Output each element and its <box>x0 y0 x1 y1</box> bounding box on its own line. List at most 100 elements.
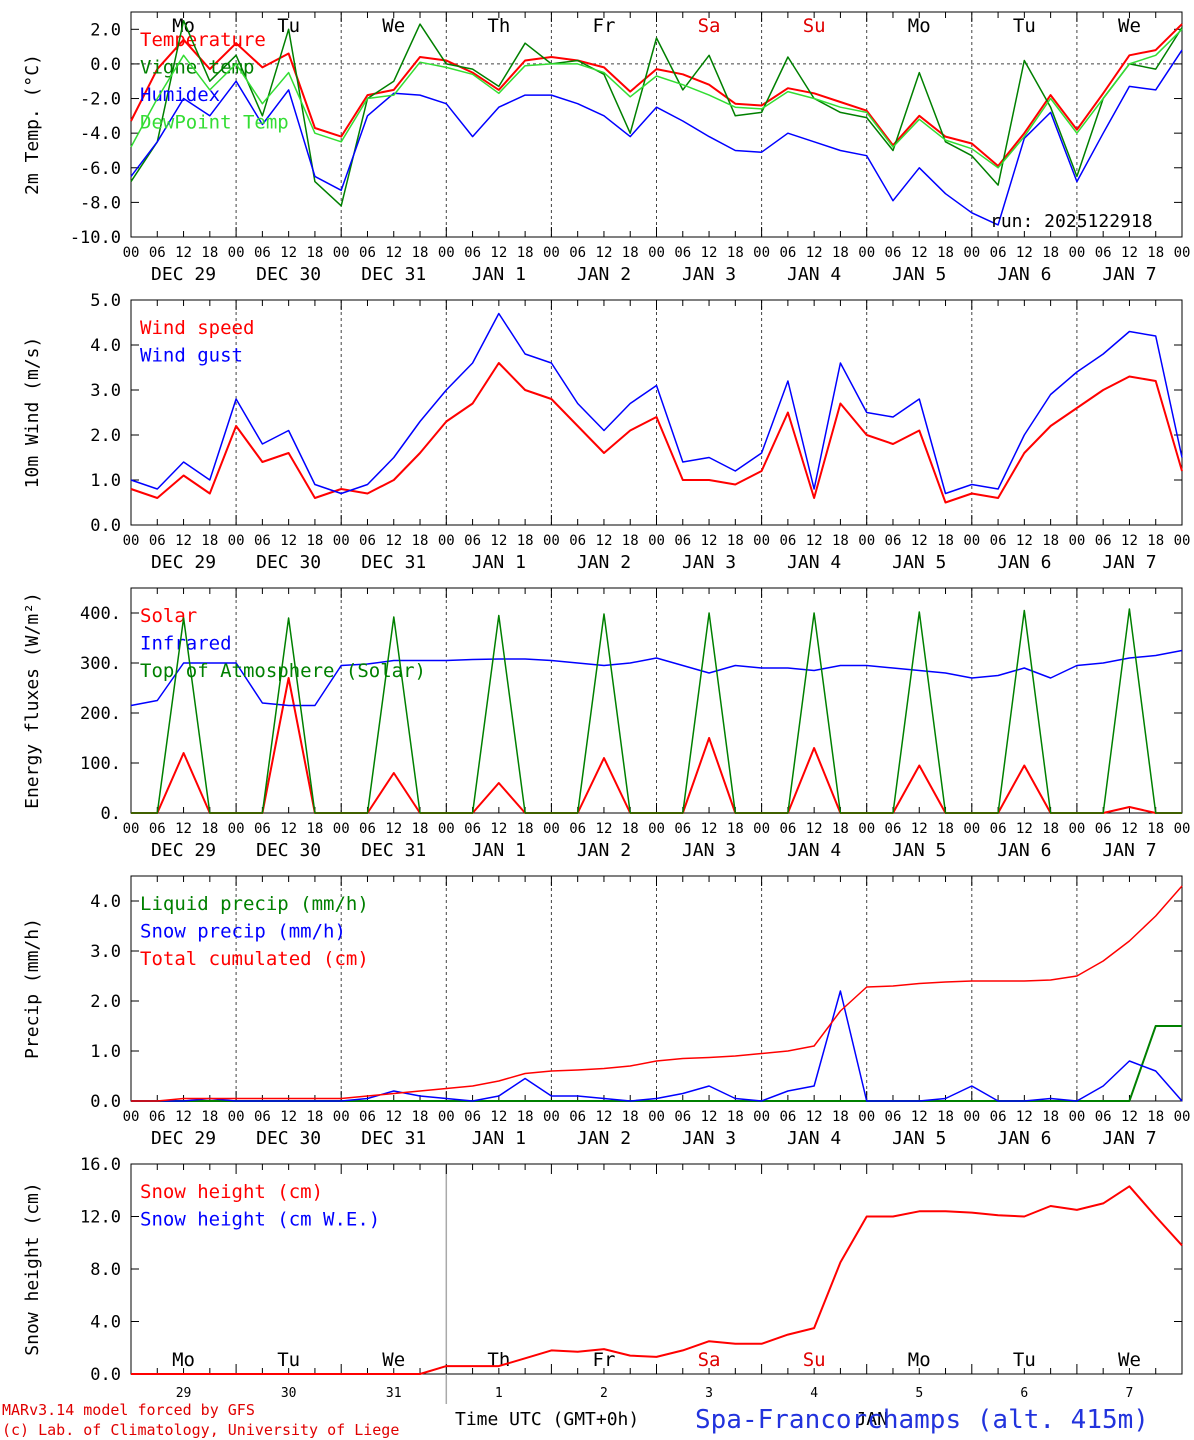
x-hour-label: 12 <box>175 1109 192 1125</box>
x-hour-label: 12 <box>701 245 718 261</box>
legend-entry: Snow height (cm W.E.) <box>140 1209 380 1231</box>
x-hour-label: 12 <box>701 533 718 549</box>
y-axis-label: Energy fluxes (W/m²) <box>22 592 43 809</box>
x-hour-label: 06 <box>779 1109 796 1125</box>
x-hour-label: 06 <box>674 533 691 549</box>
x-hour-label: 00 <box>123 245 140 261</box>
x-hour-label: 12 <box>596 533 613 549</box>
weekday-label: Su <box>803 1349 826 1371</box>
y-tick-label: 300. <box>80 654 121 674</box>
weekday-label: We <box>382 15 405 37</box>
x-hour-label: 18 <box>412 245 429 261</box>
x-hour-label: 18 <box>727 245 744 261</box>
x-hour-label: 00 <box>543 821 560 837</box>
weekday-label: We <box>382 1349 405 1371</box>
panel-3: 400. 300. 200. 100. 0. Energy fluxes (W/m²) 00… <box>22 587 1190 861</box>
x-hour-label: 12 <box>911 533 928 549</box>
panel-4: 4.0 3.0 2.0 1.0 0.0 Precip (mm/h) 00 06 12 18 00 06… <box>22 875 1191 1149</box>
x-hour-label: 06 <box>254 245 271 261</box>
y-tick-label: 4.0 <box>90 336 121 356</box>
x-hour-label: 18 <box>937 1109 954 1125</box>
legend-entry: DewPoint Temp <box>140 112 289 134</box>
y-tick-label: 2.0 <box>90 992 121 1012</box>
series-line <box>130 49 1183 226</box>
weekday-label: Th <box>487 15 510 37</box>
date-label: DEC 30 <box>256 1128 321 1149</box>
x-hour-label: 12 <box>1016 245 1033 261</box>
x-hour-label: 06 <box>569 1109 586 1125</box>
x-hour-label: 12 <box>385 245 402 261</box>
y-tick-label: 16.0 <box>80 1155 121 1175</box>
date-label: JAN 5 <box>892 840 946 861</box>
x-hour-label: 06 <box>149 245 166 261</box>
x-hour-label: 12 <box>1016 821 1033 837</box>
station-label: Spa-Francorchamps (alt. 415m) <box>695 1405 1149 1435</box>
x-hour-label: 06 <box>1095 1109 1112 1125</box>
x-hour-label: 12 <box>1121 821 1138 837</box>
day-number: 7 <box>1126 1386 1134 1401</box>
plot-frame <box>130 299 1183 526</box>
x-hour-label: 06 <box>359 821 376 837</box>
x-hour-label: 06 <box>149 533 166 549</box>
y-tick-label: 0.0 <box>90 55 121 75</box>
x-hour-label: 06 <box>990 245 1007 261</box>
x-hour-label: 06 <box>1095 533 1112 549</box>
x-hour-label: 12 <box>911 1109 928 1125</box>
x-hour-label: 18 <box>1042 245 1059 261</box>
x-hour-label: 18 <box>727 533 744 549</box>
x-hour-label: 06 <box>569 821 586 837</box>
x-hour-label: 06 <box>359 1109 376 1125</box>
x-hour-label: 00 <box>123 1109 140 1125</box>
y-tick-label: 0.0 <box>90 516 121 536</box>
x-hour-label: 00 <box>1068 821 1085 837</box>
x-hour-label: 18 <box>622 533 639 549</box>
x-hour-label: 00 <box>1174 533 1191 549</box>
x-hour-label: 00 <box>648 245 665 261</box>
y-axis-label: Snow height (cm) <box>22 1182 43 1355</box>
x-hour-label: 00 <box>1068 1109 1085 1125</box>
day-number: 4 <box>810 1386 818 1401</box>
x-hour-label: 12 <box>490 821 507 837</box>
x-hour-label: 18 <box>1042 1109 1059 1125</box>
x-hour-label: 00 <box>228 245 245 261</box>
y-tick-label: -6.0 <box>80 159 121 179</box>
x-hour-label: 12 <box>1016 1109 1033 1125</box>
date-label: JAN 6 <box>997 264 1051 285</box>
x-hour-label: 00 <box>438 821 455 837</box>
weekday-label: Tu <box>277 1349 300 1371</box>
x-hour-label: 18 <box>412 533 429 549</box>
x-hour-label: 06 <box>569 245 586 261</box>
date-label: JAN 4 <box>787 264 841 285</box>
x-hour-label: 18 <box>727 821 744 837</box>
legend-entry: Wind gust <box>140 345 243 367</box>
credit-line-2: (c) Lab. of Climatology, University of L… <box>2 1421 399 1439</box>
x-hour-label: 18 <box>937 533 954 549</box>
legend-entry: Vigne temp <box>140 57 254 79</box>
x-hour-label: 18 <box>1042 821 1059 837</box>
weekday-label: Mo <box>172 15 195 37</box>
date-label: JAN 3 <box>682 840 736 861</box>
x-hour-label: 00 <box>753 821 770 837</box>
y-tick-label: -4.0 <box>80 124 121 144</box>
weekday-label: Tu <box>1013 15 1036 37</box>
x-hour-label: 06 <box>569 533 586 549</box>
series-line <box>131 990 1183 1102</box>
series-line <box>130 19 1183 207</box>
weekday-label: Sa <box>698 1349 721 1371</box>
date-label: JAN 6 <box>997 840 1051 861</box>
x-hour-label: 06 <box>990 821 1007 837</box>
x-hour-label: 18 <box>1147 821 1164 837</box>
legend-entry: Liquid precip (mm/h) <box>140 893 369 915</box>
x-hour-label: 06 <box>674 245 691 261</box>
x-hour-label: 06 <box>464 533 481 549</box>
x-hour-label: 18 <box>201 533 218 549</box>
x-hour-label: 18 <box>622 1109 639 1125</box>
x-hour-label: 06 <box>990 533 1007 549</box>
weekday-label: We <box>1118 15 1141 37</box>
y-tick-label: 0.0 <box>90 1365 121 1385</box>
legend-entry: Infrared <box>140 633 232 655</box>
x-hour-label: 00 <box>648 1109 665 1125</box>
y-tick-label: 400. <box>80 604 121 624</box>
y-tick-label: 0. <box>101 804 121 824</box>
x-hour-label: 00 <box>1174 1109 1191 1125</box>
